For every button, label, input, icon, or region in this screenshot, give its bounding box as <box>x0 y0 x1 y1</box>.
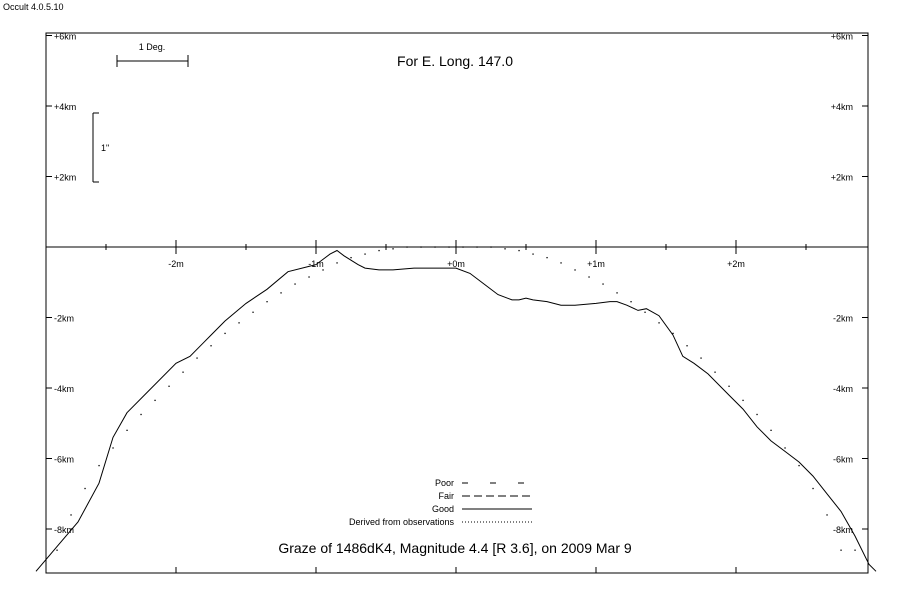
derived-profile-point <box>56 549 58 551</box>
derived-profile-point <box>770 429 772 431</box>
arcsec-scale-bar: 1" <box>92 112 109 183</box>
legend-label-fair: Fair <box>439 491 455 501</box>
derived-profile-point <box>490 246 492 248</box>
plot-frame <box>45 32 869 574</box>
legend: Poor Fair Good Derived from observations <box>349 478 532 527</box>
derived-profile-point <box>574 269 576 271</box>
derived-profile-point <box>658 322 660 324</box>
derived-profile-point <box>238 322 240 324</box>
derived-profile-point <box>126 429 128 431</box>
derived-profile-point <box>378 249 380 252</box>
derived-profile-point <box>308 276 310 278</box>
derived-profile-point <box>742 399 744 402</box>
ticks-layer: -2m -1m +0m +1m +2m+6km +6km+4km +4km+2km +2km-… <box>46 32 868 573</box>
y-tick-label-left: +2km <box>54 173 76 183</box>
derived-profile-point <box>210 345 212 347</box>
chart-title: Graze of 1486dK4, Magnitude 4.4 [R 3.6],… <box>278 540 632 556</box>
derived-profile-point <box>252 311 254 313</box>
derived-profile-point <box>154 399 156 402</box>
derived-profile-point <box>546 256 548 259</box>
derived-profile-point <box>224 332 226 335</box>
y-tick-label-right: -6km <box>833 455 853 465</box>
degree-scale-bar: 1 Deg. <box>116 42 189 67</box>
derived-profile-point <box>854 549 856 551</box>
y-tick-label-left: +6km <box>54 32 76 42</box>
derived-profile-point <box>266 301 268 303</box>
derived-profile-point <box>168 385 170 387</box>
y-tick-label-left: -6km <box>54 455 74 465</box>
legend-label-derived: Derived from observations <box>349 517 455 527</box>
derived-profile-point <box>798 464 800 467</box>
derived-profile-point <box>700 357 702 359</box>
y-tick-label-left: -8km <box>54 525 74 535</box>
derived-profile-point <box>840 549 842 551</box>
y-tick-label-left: +4km <box>54 102 76 112</box>
x-tick-label: +2m <box>727 259 745 269</box>
derived-profile-point <box>322 269 324 271</box>
x-tick-label: +1m <box>587 259 605 269</box>
derived-profile-point <box>560 262 562 264</box>
x-tick-label: -2m <box>168 259 184 269</box>
derived-profile-point <box>714 371 716 373</box>
derived-profile-point <box>812 487 814 490</box>
derived-profile-point <box>448 246 450 248</box>
derived-profile-point <box>476 246 478 248</box>
derived-profile-point <box>532 253 534 255</box>
derived-profile-point <box>112 447 114 449</box>
derived-profile-point <box>182 371 184 373</box>
derived-profile-point <box>434 246 436 248</box>
y-tick-label-right: -4km <box>833 384 853 394</box>
derived-profile-point <box>602 283 604 285</box>
legend-label-poor: Poor <box>435 478 454 488</box>
derived-profile-point <box>336 262 338 264</box>
derived-profile-point <box>420 246 422 248</box>
derived-profile-point <box>504 248 506 250</box>
x-tick-label: +0m <box>447 259 465 269</box>
legend-label-good: Good <box>432 504 454 514</box>
series-layer <box>35 246 877 572</box>
derived-profile-point <box>672 332 674 335</box>
derived-profile-point <box>826 514 828 516</box>
y-tick-label-right: +4km <box>831 102 853 112</box>
y-tick-label-left: -4km <box>54 384 74 394</box>
y-tick-label-right: +2km <box>831 173 853 183</box>
derived-profile-point <box>462 246 464 248</box>
derived-profile-point <box>280 292 282 294</box>
derived-profile-point <box>98 464 100 467</box>
derived-profile-point <box>644 311 646 313</box>
derived-profile-point <box>70 514 72 516</box>
app-title: Occult 4.0.5.10 <box>3 2 64 12</box>
derived-profile-point <box>84 487 86 490</box>
derived-profile-point <box>616 292 618 294</box>
derived-profile-point <box>196 357 198 359</box>
derived-profile-point <box>686 345 688 347</box>
derived-profile-point <box>630 301 632 303</box>
derived-profile-point <box>756 413 758 416</box>
degree-scale-label: 1 Deg. <box>139 42 166 52</box>
derived-profile-point <box>784 447 786 449</box>
derived-profile-point <box>140 413 142 416</box>
derived-profile-point <box>518 249 520 252</box>
y-tick-label-right: +6km <box>831 32 853 42</box>
derived-profile-point <box>350 256 352 259</box>
y-tick-label-right: -8km <box>833 525 853 535</box>
derived-profile-point <box>364 253 366 255</box>
derived-profile-point <box>406 246 408 248</box>
derived-profile-point <box>294 283 296 285</box>
chart-subtitle: For E. Long. 147.0 <box>397 53 513 69</box>
derived-profile-point <box>728 385 730 387</box>
derived-profile-point <box>588 276 590 278</box>
derived-profile-point <box>392 248 394 250</box>
arcsec-scale-label: 1" <box>101 143 109 153</box>
y-tick-label-right: -2km <box>833 314 853 324</box>
limb-profile-good-line <box>35 249 877 572</box>
y-tick-label-left: -2km <box>54 314 74 324</box>
